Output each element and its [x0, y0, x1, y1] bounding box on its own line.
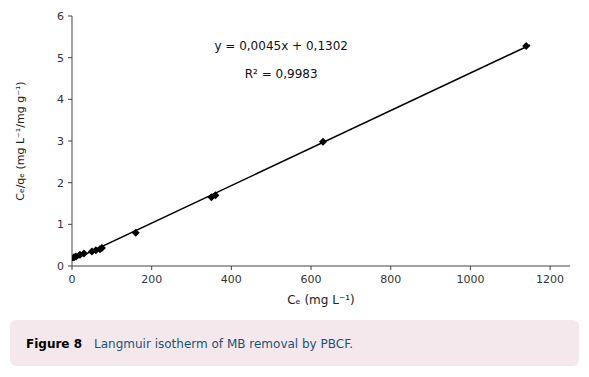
chart: 0 200 400 600 800 1000 1200 0 1 2 3 4 5 6 Cₑ (mg L⁻¹) C…	[0, 0, 589, 377]
caption-label: Figure 8	[26, 337, 82, 351]
x-tick	[311, 266, 312, 270]
caption-text: Langmuir isotherm of MB removal by PBCF.	[94, 337, 353, 351]
y-axis-label: Cₑ/qₑ (mg L⁻¹/mg g⁻¹)	[14, 81, 27, 200]
x-tick-label: 1000	[456, 273, 484, 286]
annotation: y = 0,0045x + 0,1302	[214, 39, 348, 53]
y-tick-label: 5	[57, 52, 64, 65]
x-tick-label: 1200	[536, 273, 564, 286]
x-tick	[72, 266, 73, 270]
y-tick-label: 0	[57, 260, 64, 273]
x-tick	[550, 266, 551, 270]
x-axis-label: Cₑ (mg L⁻¹)	[287, 293, 355, 307]
y-tick	[68, 224, 72, 225]
y-tick	[68, 141, 72, 142]
x-tick-label: 400	[221, 273, 242, 286]
x-tick-label: 200	[141, 273, 162, 286]
y-tick	[68, 99, 72, 100]
plot-area	[72, 42, 530, 261]
x-tick	[390, 266, 391, 270]
x-tick	[151, 266, 152, 270]
y-tick-label: 1	[57, 218, 64, 231]
y-tick-label: 6	[57, 10, 64, 23]
y-tick-label: 3	[57, 135, 64, 148]
y-tick	[68, 16, 72, 17]
y-tick	[68, 57, 72, 58]
x-axis	[72, 266, 570, 267]
y-tick-label: 4	[57, 93, 64, 106]
x-tick	[470, 266, 471, 270]
x-tick-label: 600	[301, 273, 322, 286]
y-tick	[68, 266, 72, 267]
regression-line	[72, 45, 530, 261]
y-tick-label: 2	[57, 177, 64, 190]
caption-background	[10, 320, 579, 366]
y-tick	[68, 182, 72, 183]
x-tick	[231, 266, 232, 270]
x-tick-label: 800	[380, 273, 401, 286]
annotation: R² = 0,9983	[245, 67, 318, 81]
x-tick-label: 0	[69, 273, 76, 286]
